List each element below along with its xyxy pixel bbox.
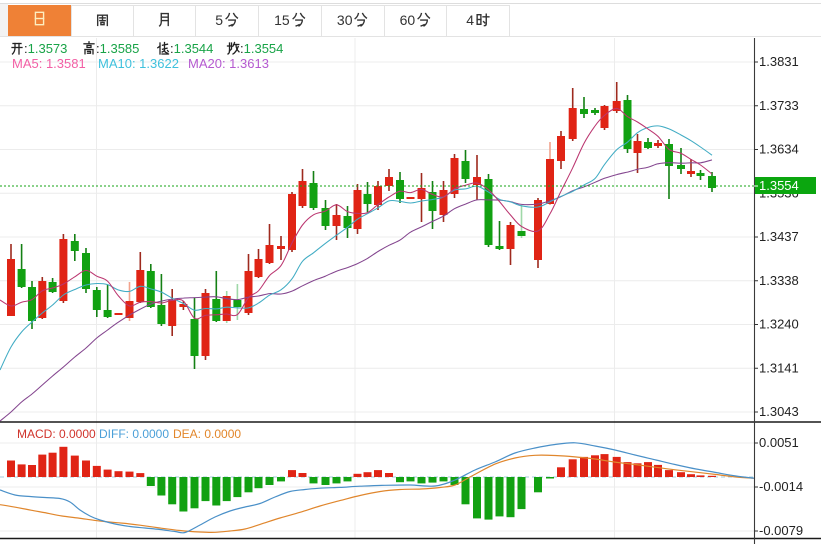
svg-text:1.3554: 1.3554: [759, 178, 799, 193]
svg-text:1.3043: 1.3043: [759, 404, 799, 419]
svg-text:1.3141: 1.3141: [759, 360, 799, 375]
svg-text:1.3831: 1.3831: [759, 54, 799, 69]
svg-text:1.3240: 1.3240: [759, 317, 799, 332]
svg-text:1.3634: 1.3634: [759, 142, 799, 157]
svg-text:-0.0079: -0.0079: [759, 523, 803, 538]
svg-text:0.0051: 0.0051: [759, 435, 799, 450]
svg-text:1.3338: 1.3338: [759, 273, 799, 288]
svg-text:-0.0014: -0.0014: [759, 479, 803, 494]
svg-text:1.3733: 1.3733: [759, 98, 799, 113]
svg-text:1.3437: 1.3437: [759, 229, 799, 244]
